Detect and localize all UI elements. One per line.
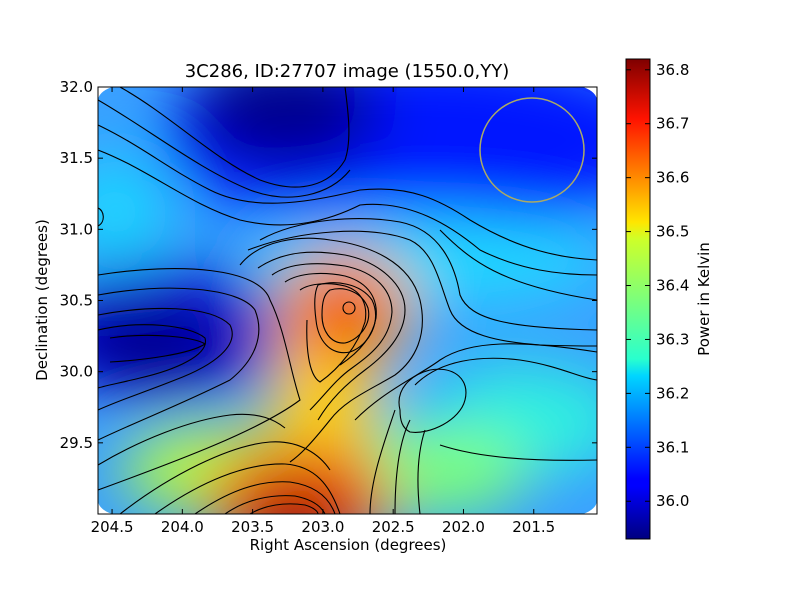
x-tick-label: 204.0 xyxy=(161,518,204,536)
colorbar-tick-label: 36.3 xyxy=(656,330,689,348)
colorbar-tick-label: 36.4 xyxy=(656,277,689,295)
x-tick-label: 202.0 xyxy=(442,518,485,536)
y-axis-ticks: 29.5 30.0 30.5 31.0 31.5 32.0 xyxy=(60,78,597,452)
x-tick-label: 202.5 xyxy=(372,518,415,536)
x-tick-label: 201.5 xyxy=(512,518,555,536)
y-tick-label: 31.5 xyxy=(60,149,93,167)
x-axis-label: Right Ascension (degrees) xyxy=(250,536,447,554)
x-tick-label: 203.5 xyxy=(231,518,274,536)
x-tick-label: 203.0 xyxy=(301,518,344,536)
y-tick-label: 30.5 xyxy=(60,292,93,310)
y-tick-label: 29.5 xyxy=(60,434,93,452)
y-tick-label: 31.0 xyxy=(60,220,93,238)
colorbar-tick-label: 36.8 xyxy=(656,61,689,79)
colorbar-gradient xyxy=(625,58,651,540)
x-axis-ticks: 204.5 204.0 203.5 203.0 202.5 202.0 201.5 xyxy=(91,87,555,536)
colorbar-tick-label: 36.2 xyxy=(656,384,689,402)
y-axis-label: Declination (degrees) xyxy=(33,219,51,381)
colorbar-tick-label: 36.0 xyxy=(656,492,689,510)
contour-lines xyxy=(98,87,597,514)
colorbar-label: Power in Kelvin xyxy=(695,242,713,356)
chart-title: 3C286, ID:27707 image (1550.0,YY) xyxy=(185,61,510,82)
colorbar: 36.0 36.1 36.2 36.3 36.4 36.5 36.6 36.7 36.8 Pow… xyxy=(625,58,713,540)
colorbar-ticks: 36.0 36.1 36.2 36.3 36.4 36.5 36.6 36.7 36.8 xyxy=(626,61,689,510)
colorbar-tick-label: 36.5 xyxy=(656,223,689,241)
y-tick-label: 30.0 xyxy=(60,363,93,381)
colorbar-tick-label: 36.1 xyxy=(656,438,689,456)
colorbar-tick-label: 36.6 xyxy=(656,169,689,187)
x-tick-label: 204.5 xyxy=(91,518,134,536)
y-tick-label: 32.0 xyxy=(60,78,93,96)
plot-area xyxy=(97,86,598,515)
beam-circle xyxy=(479,97,585,203)
colorbar-tick-label: 36.7 xyxy=(656,115,689,133)
